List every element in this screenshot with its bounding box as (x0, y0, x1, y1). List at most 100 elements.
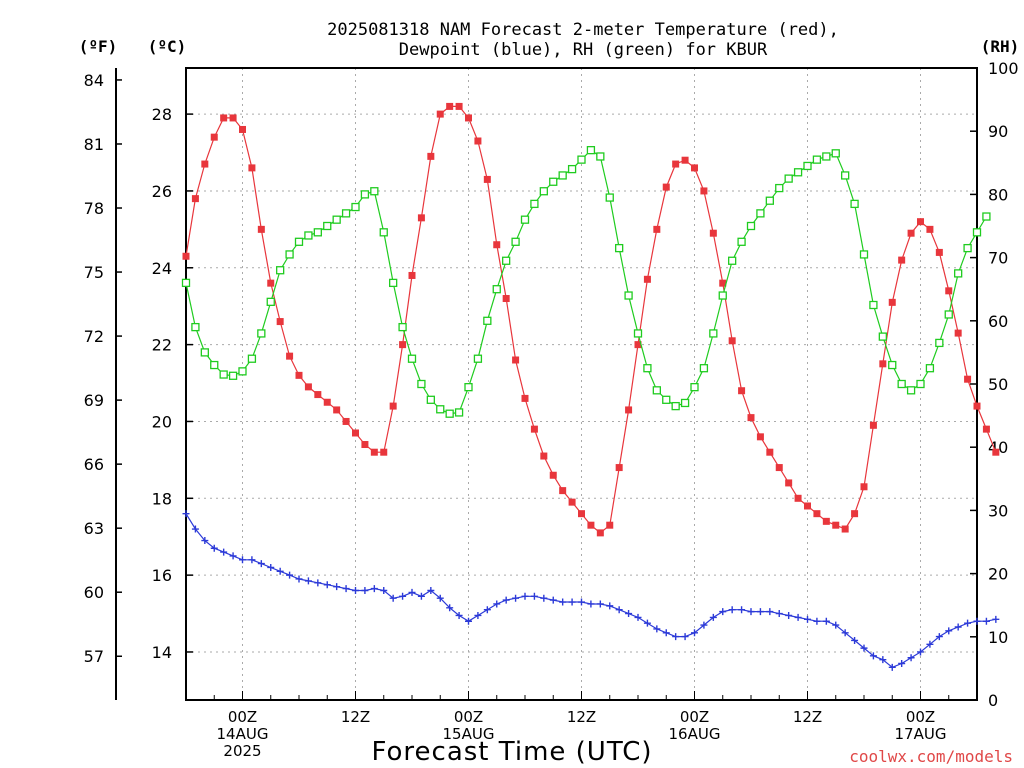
data-point (680, 398, 690, 408)
data-point (248, 556, 256, 564)
data-point (804, 615, 811, 623)
data-point (361, 441, 369, 449)
data-point (559, 487, 567, 495)
data-point (709, 229, 717, 237)
data-point (370, 448, 378, 456)
data-point (220, 114, 228, 122)
data-point (502, 295, 510, 303)
data-point (342, 585, 350, 593)
data-point (181, 278, 191, 288)
data-point (248, 164, 256, 172)
x-tick-label: 12Z (341, 708, 370, 726)
data-point (182, 510, 190, 518)
x-tick-label: 00Z (228, 708, 257, 726)
data-point (276, 318, 284, 326)
data-point (831, 149, 840, 158)
data-point (286, 571, 294, 579)
data-point (596, 529, 604, 537)
data-point (907, 229, 915, 237)
title-line-1: 2025081318 NAM Forecast 2-meter Temperat… (327, 20, 839, 40)
data-point (446, 604, 454, 612)
data-point (492, 285, 501, 294)
fahrenheit-unit-label: (ºF) (79, 37, 118, 56)
data-point (851, 510, 859, 518)
data-point (992, 615, 1000, 623)
data-point (850, 199, 859, 209)
title-line-2: Dewpoint (blue), RH (green) for KBUR (399, 40, 768, 60)
data-point (304, 383, 312, 391)
data-point (191, 195, 199, 203)
data-point (238, 367, 247, 376)
series-dewpoint (182, 510, 1000, 671)
data-point (473, 354, 483, 363)
celsius-tick-label: 20 (152, 412, 172, 431)
data-point (323, 221, 332, 231)
data-point (417, 592, 425, 600)
data-point (247, 354, 257, 363)
data-point (822, 617, 830, 625)
data-point (408, 271, 416, 279)
data-point (691, 629, 698, 637)
data-point (672, 160, 680, 168)
data-point (878, 332, 887, 341)
data-point (182, 252, 190, 260)
data-point (596, 152, 605, 161)
data-point (728, 256, 737, 265)
data-point (266, 297, 275, 306)
data-point (662, 395, 671, 404)
data-point (738, 387, 746, 395)
data-point (239, 556, 246, 564)
data-point (671, 401, 680, 411)
data-point (606, 602, 614, 610)
data-point (229, 114, 237, 122)
data-point (370, 585, 378, 593)
data-point (200, 348, 209, 357)
data-point (917, 648, 924, 656)
data-point (333, 583, 341, 591)
data-point (982, 212, 991, 221)
data-point (662, 629, 670, 637)
data-point (700, 621, 708, 629)
data-point (511, 237, 520, 246)
data-point (465, 114, 472, 122)
data-point (267, 563, 275, 571)
data-point (521, 394, 529, 402)
x-tick-label: 00Z (906, 708, 935, 726)
data-point (653, 625, 661, 633)
data-point (945, 287, 953, 295)
data-point (615, 243, 624, 253)
series-layer (181, 102, 1000, 671)
data-point (681, 156, 689, 164)
data-point (417, 214, 425, 222)
data-point (436, 405, 445, 414)
data-point (643, 619, 651, 627)
data-point (653, 225, 661, 233)
data-point (625, 406, 633, 414)
data-point (699, 364, 709, 373)
data-point (276, 567, 284, 575)
x-tick-label: 12Z (793, 708, 822, 726)
data-point (578, 510, 585, 518)
data-point (756, 433, 764, 441)
data-point (398, 322, 407, 332)
chart-title: 2025081318 NAM Forecast 2-meter Temperat… (327, 20, 839, 60)
data-point (201, 160, 209, 168)
data-point (926, 225, 934, 233)
data-point (380, 448, 388, 456)
x-tick-label: 17AUG (895, 725, 947, 743)
data-point (662, 183, 670, 191)
data-point (304, 577, 312, 585)
data-point (700, 187, 708, 195)
data-point (295, 575, 303, 583)
data-point (728, 337, 736, 345)
fahrenheit-tick-label: 81 (84, 135, 104, 154)
rh-tick-label: 50 (988, 375, 1008, 394)
data-point (361, 587, 369, 595)
data-point (465, 617, 472, 625)
data-point (690, 383, 699, 392)
data-point (341, 209, 351, 218)
data-point (643, 275, 651, 283)
data-point (747, 414, 755, 422)
data-point (454, 408, 464, 417)
data-point (567, 164, 577, 174)
